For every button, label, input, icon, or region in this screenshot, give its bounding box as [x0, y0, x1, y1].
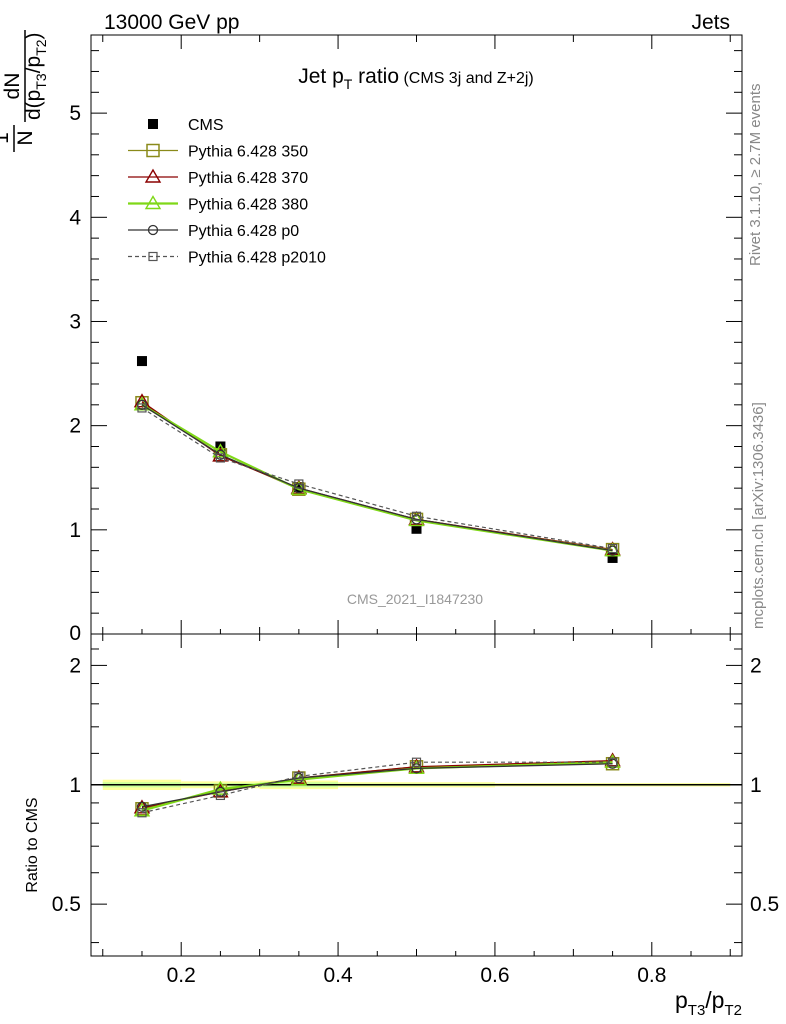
ratio-ytick-label-right: 0.5: [750, 893, 779, 916]
series-p2010: [137, 403, 618, 554]
ratio-ytick-label-right: 2: [750, 654, 762, 677]
series-p350: [135, 395, 620, 557]
point-p2010: [607, 757, 618, 767]
ratio-ytick-label-right: 1: [750, 774, 762, 797]
legend-label-p0: Pythia 6.428 p0: [188, 223, 299, 240]
tick-labels: 1 2 3 4 5 0 0.5 0.5 1 1 2 2 0.2 0.4 0.6 0.8: [52, 102, 779, 987]
legend-marker-p380: [144, 195, 162, 210]
main-ytick-label-partial: 0: [69, 622, 81, 645]
ratio-series: [133, 752, 621, 818]
point-cms: [293, 482, 304, 493]
series-cms: [136, 356, 618, 563]
ratio-ytick-label-left: 2: [69, 654, 81, 677]
point-p2010: [411, 511, 422, 521]
header-energy: 13000 GeV pp: [104, 11, 239, 34]
xtick-label: 0.6: [480, 964, 509, 987]
legend-entry-p2010: Pythia 6.428 p2010: [128, 250, 326, 267]
rivet-label: Rivet 3.1.10, ≥ 2.7M events: [747, 84, 764, 267]
axis-ticks: [91, 35, 742, 956]
series-p2010: [137, 757, 618, 818]
ylabel-denominator: d(pT3/pT2): [22, 32, 49, 120]
point-p2010: [607, 543, 618, 554]
legend-label-p2010: Pythia 6.428 p2010: [188, 250, 326, 267]
point-p2010: [215, 453, 226, 463]
analysis-watermark: CMS_2021_I1847230: [347, 591, 483, 607]
series-p0: [136, 399, 618, 556]
legend-marker-p370: [144, 168, 162, 183]
point-cms: [607, 552, 618, 563]
ylabel-one: 1: [0, 132, 13, 144]
legend-entry-cms: CMS: [148, 117, 224, 134]
point-p2010: [411, 757, 422, 767]
legend: CMS Pythia 6.428 350 Pythia 6.428 370 Pythi…: [128, 117, 326, 267]
legend-entry-p0: Pythia 6.428 p0: [128, 223, 299, 240]
main-ytick-label: 3: [69, 310, 81, 333]
main-series: [133, 356, 621, 563]
ratio-uncertainty-bands: [91, 779, 742, 791]
mcplots-label: mcplots.cern.ch [arXiv:1306.3436]: [750, 402, 767, 629]
point-cms: [136, 356, 147, 367]
point-p2010: [215, 790, 226, 801]
main-ytick-label: 4: [69, 206, 81, 229]
xtick-label: 0.8: [637, 964, 666, 987]
ratio-y-axis-label: Ratio to CMS: [24, 797, 41, 892]
main-ytick-label: 1: [69, 519, 81, 542]
point-p0: [411, 763, 422, 774]
point-p2010: [294, 771, 304, 781]
point-p380: [212, 443, 229, 458]
legend-label-p370: Pythia 6.428 370: [188, 170, 308, 187]
plot-title: Jet pT ratio (CMS 3j and Z+2j): [298, 65, 534, 92]
ratio-ytick-label-left: 0.5: [52, 893, 81, 916]
legend-marker-p350: [146, 143, 160, 158]
x-axis-label: pT3/pT2: [675, 987, 742, 1019]
main-y-axis-label: 1 N dN d(pT3/pT2): [0, 30, 49, 152]
legend-marker-cms: [148, 119, 158, 129]
legend-marker-p2010: [148, 251, 158, 262]
ratio-panel-frame: [90, 633, 743, 957]
series-p370: [133, 393, 621, 556]
point-cms: [411, 523, 422, 534]
legend-entry-p370: Pythia 6.428 370: [128, 168, 308, 187]
legend-label-p380: Pythia 6.428 380: [188, 197, 308, 214]
legend-entry-p380: Pythia 6.428 380: [128, 195, 308, 214]
header-category: Jets: [691, 11, 730, 34]
legend-marker-p0: [147, 224, 159, 236]
legend-label-p350: Pythia 6.428 350: [188, 144, 308, 161]
series-line-p0: [141, 763, 613, 808]
series-line-p2010: [141, 407, 613, 550]
ratio-ytick-label-left: 1: [69, 774, 81, 797]
ylabel-n: N: [14, 130, 37, 145]
point-p370: [133, 393, 151, 408]
point-p0: [136, 801, 148, 812]
point-p2010: [294, 479, 304, 489]
point-cms: [215, 441, 226, 452]
legend-entry-p350: Pythia 6.428 350: [128, 144, 308, 161]
series-line-p0: [141, 404, 613, 552]
series-line-p370: [141, 401, 613, 551]
point-p2010: [137, 403, 147, 413]
main-ytick-label: 5: [69, 102, 81, 125]
legend-label-cms: CMS: [188, 117, 224, 134]
ylabel-dn: dN: [1, 73, 24, 100]
series-line-p380: [141, 403, 613, 552]
xtick-label: 0.4: [323, 964, 353, 987]
point-p2010: [137, 808, 147, 818]
main-ytick-label: 2: [69, 415, 81, 438]
series-line-p350: [141, 402, 613, 551]
series-p380: [133, 396, 621, 557]
xtick-label: 0.2: [167, 964, 196, 987]
series-line-p2010: [141, 761, 613, 814]
